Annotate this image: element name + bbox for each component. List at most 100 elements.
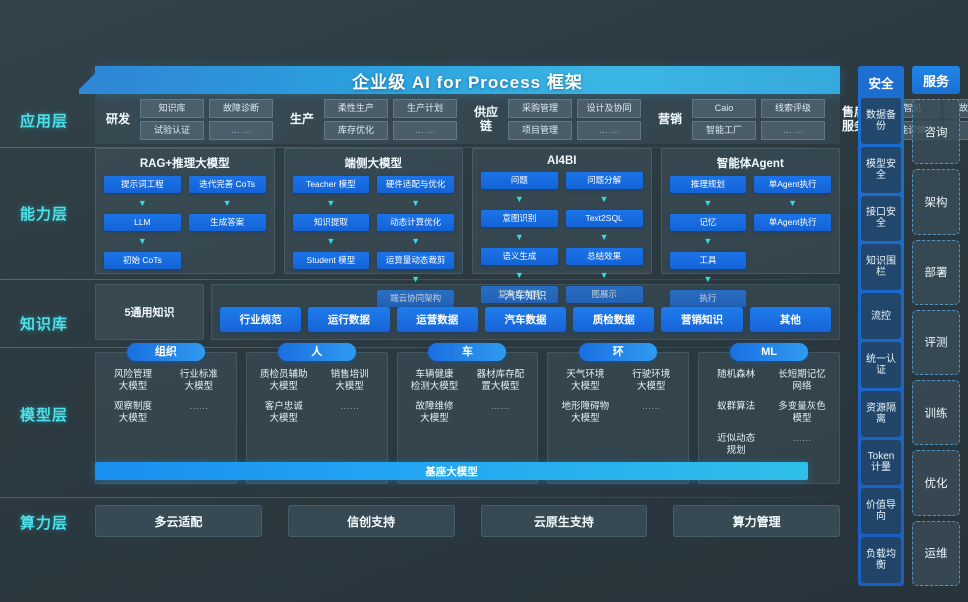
divider — [0, 347, 850, 348]
knowledge-chip[interactable]: 其他 — [749, 307, 831, 332]
application-item[interactable]: 知识库 — [140, 98, 204, 118]
capability-item[interactable]: 提示词工程 — [104, 176, 181, 193]
knowledge-chip[interactable]: 运行数据 — [308, 307, 390, 332]
model-item[interactable]: 器材库存配 置大模型 — [476, 369, 525, 392]
service-item[interactable]: 评测 — [912, 309, 960, 376]
model-item[interactable]: 行业标准 大模型 — [179, 369, 218, 392]
capability-item[interactable]: 硬件适配与优化 — [377, 176, 454, 193]
service-item[interactable]: 咨询 — [912, 99, 960, 165]
service-item[interactable]: 部署 — [912, 239, 960, 305]
service-item[interactable]: 优化 — [912, 450, 960, 516]
application-item[interactable]: 试验认证 — [140, 120, 204, 140]
capability-item[interactable]: 动态计算优化 — [377, 214, 454, 231]
capability-item[interactable]: 知识提取 — [292, 214, 370, 231]
security-item[interactable]: 流控 — [861, 293, 901, 339]
application-item[interactable]: 项目管理 — [508, 120, 572, 140]
compute-box[interactable]: 多云适配 — [95, 505, 262, 537]
model-item[interactable]: 近似动态 规划 — [717, 433, 756, 456]
service-item[interactable]: 训练 — [912, 380, 960, 446]
application-item[interactable]: 生产计划 — [393, 98, 457, 118]
capability-box-title: 端侧大模型 — [344, 158, 403, 170]
domain-knowledge-box: 汽车知识 行业规范 运行数据 运营数据 汽车数据 质检数据 营销知识 其他 — [211, 284, 840, 340]
application-item[interactable]: … … — [577, 120, 641, 140]
capability-item[interactable]: Student 模型 — [292, 252, 370, 269]
security-item[interactable]: 知识围栏 — [861, 244, 901, 291]
capability-item[interactable]: 意图识别 — [481, 210, 558, 227]
capability-item[interactable]: 推理规划 — [669, 176, 747, 193]
capability-item[interactable]: 迭代完善 CoTs — [188, 176, 266, 193]
model-item[interactable]: 蚁群算法 — [717, 401, 756, 412]
compute-box[interactable]: 信创支持 — [287, 505, 455, 537]
application-item[interactable]: … … — [393, 120, 457, 140]
model-item[interactable]: 客户忠诚 大模型 — [264, 401, 303, 424]
capability-box: 智能体Agent推理规划▼记忆▼工具▼执行单Agent执行▼单Agent执行多智… — [660, 148, 840, 322]
capability-item[interactable]: 初始 CoTs — [104, 252, 181, 269]
model-item[interactable]: …… — [792, 433, 812, 444]
application-item[interactable]: 采购管理 — [508, 98, 572, 118]
application-item[interactable]: 线索评级 — [761, 98, 825, 118]
model-item[interactable]: …… — [490, 401, 510, 412]
security-item[interactable]: 接口安全 — [861, 195, 901, 242]
model-item[interactable]: …… — [641, 401, 661, 412]
knowledge-chip[interactable]: 行业规范 — [220, 307, 302, 332]
application-item[interactable]: 智能工厂 — [692, 120, 756, 140]
service-item[interactable]: 架构 — [912, 169, 960, 235]
security-item[interactable]: 负载均衡 — [861, 537, 901, 583]
capability-item[interactable]: 问题分解 — [565, 172, 643, 189]
security-item[interactable]: 统一认证 — [861, 341, 901, 388]
model-item[interactable]: 车辆健康 检测大模型 — [410, 369, 459, 392]
application-item[interactable]: Caio — [692, 98, 756, 118]
model-item[interactable]: 故障维修 大模型 — [415, 401, 454, 424]
capability-item[interactable]: LLM — [104, 214, 181, 231]
security-item[interactable]: 价值导向 — [861, 488, 901, 535]
framework-title-banner: 企业级 AI for Process 框架 — [79, 66, 840, 94]
capability-item[interactable]: 工具 — [669, 252, 747, 269]
security-item[interactable]: 资源隔离 — [861, 390, 901, 437]
model-item[interactable]: 天气环境 大模型 — [566, 369, 605, 392]
application-item[interactable]: … … — [761, 120, 825, 140]
capability-item[interactable]: Text2SQL — [565, 210, 643, 227]
model-item[interactable]: 风险管理 大模型 — [113, 369, 152, 392]
arrow-down-icon: ▼ — [222, 198, 232, 208]
model-item[interactable]: 质检员辅助 大模型 — [259, 369, 308, 392]
model-item[interactable]: 长短期记忆 网络 — [778, 369, 826, 392]
capability-item[interactable]: 复杂度判断 — [481, 286, 558, 303]
compute-box[interactable]: 算力管理 — [673, 505, 840, 537]
compute-box[interactable]: 云原生支持 — [480, 505, 648, 537]
service-item[interactable]: 运维 — [912, 520, 960, 586]
application-item[interactable]: … … — [209, 120, 273, 140]
model-item[interactable]: 随机森林 — [717, 369, 756, 380]
capability-box: AI4BI 问题 ▼ 意图识别 ▼ 语义生成 ▼ 复杂度判断 问题分解 ▼ Text2SQL ▼ 总结效… — [472, 148, 652, 303]
knowledge-chip[interactable]: 质检数据 — [573, 307, 655, 332]
model-item[interactable]: …… — [340, 401, 360, 412]
capability-item[interactable]: 单Agent执行 — [754, 176, 831, 193]
application-item[interactable]: 设计及协同 — [577, 98, 641, 118]
model-item[interactable]: 地形障碍物 大模型 — [561, 401, 610, 424]
capability-item[interactable]: 记忆 — [669, 214, 747, 231]
model-item[interactable]: 多变量灰色 模型 — [778, 401, 826, 424]
capability-item[interactable]: 生成答案 — [188, 214, 266, 231]
capability-item[interactable]: 端云协同架构 — [377, 290, 454, 307]
capability-item[interactable]: 总结效果 — [565, 248, 643, 265]
application-item[interactable]: 库存优化 — [324, 120, 388, 140]
capability-item[interactable]: 执行 — [669, 290, 747, 307]
capability-item[interactable]: 单Agent执行 — [754, 214, 831, 231]
capability-item[interactable]: 运算量动态裁剪 — [377, 252, 454, 269]
security-item[interactable]: Token计量 — [861, 439, 901, 486]
capability-item[interactable]: 图展示 — [565, 286, 643, 303]
arrow-down-icon: ▼ — [326, 198, 336, 208]
model-item[interactable]: 观察制度 大模型 — [113, 401, 152, 424]
security-item[interactable]: 数据备份 — [861, 98, 901, 144]
application-item[interactable]: 柔性生产 — [324, 98, 388, 118]
knowledge-chip[interactable]: 运营数据 — [396, 307, 478, 332]
capability-item[interactable]: Teacher 模型 — [292, 176, 370, 193]
knowledge-chip[interactable]: 汽车数据 — [484, 307, 567, 332]
knowledge-chip[interactable]: 营销知识 — [661, 307, 743, 332]
model-item[interactable]: …… — [189, 401, 209, 412]
application-item[interactable]: 故障诊断 — [209, 98, 273, 118]
model-item[interactable]: 销售培训 大模型 — [330, 369, 369, 392]
model-item[interactable]: 行驶环境 大模型 — [632, 369, 671, 392]
capability-item[interactable]: 问题 — [481, 172, 558, 189]
security-item[interactable]: 模型安全 — [861, 146, 901, 193]
capability-item[interactable]: 语义生成 — [481, 248, 558, 265]
